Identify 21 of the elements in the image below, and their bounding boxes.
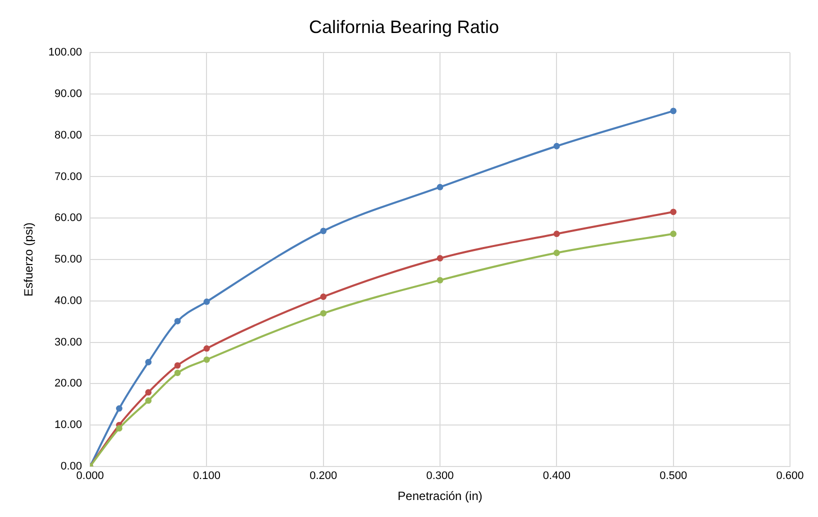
y-tick-label: 40.00 bbox=[54, 294, 82, 307]
y-tick-label: 70.00 bbox=[54, 170, 82, 183]
x-tick-label: 0.400 bbox=[542, 470, 570, 482]
y-tick-label: 60.00 bbox=[54, 212, 82, 224]
x-tick-label: 0.100 bbox=[192, 470, 220, 482]
x-tick-label: 0.000 bbox=[76, 470, 104, 482]
y-tick-label: 10.00 bbox=[54, 419, 82, 432]
y-tick-label: 90.00 bbox=[54, 88, 82, 100]
y-tick-label: 30.00 bbox=[54, 336, 82, 348]
x-axis-title: Penetración (in) bbox=[398, 489, 482, 504]
x-tick-label: 0.200 bbox=[310, 470, 338, 482]
chart-title: California Bearing Ratio bbox=[308, 16, 500, 37]
y-tick-label: 80.00 bbox=[54, 129, 82, 142]
x-tick-label: 0.600 bbox=[776, 470, 804, 482]
x-tick-label: 0.300 bbox=[426, 470, 454, 482]
y-tick-label: 0.00 bbox=[60, 460, 82, 472]
y-tick-label: 50.00 bbox=[54, 254, 82, 266]
y-tick-label: 100.00 bbox=[48, 46, 82, 59]
y-axis-title: Esfuerzo (psi) bbox=[22, 222, 36, 297]
y-tick-label: 20.00 bbox=[54, 378, 82, 390]
x-tick-label: 0.500 bbox=[660, 470, 688, 482]
